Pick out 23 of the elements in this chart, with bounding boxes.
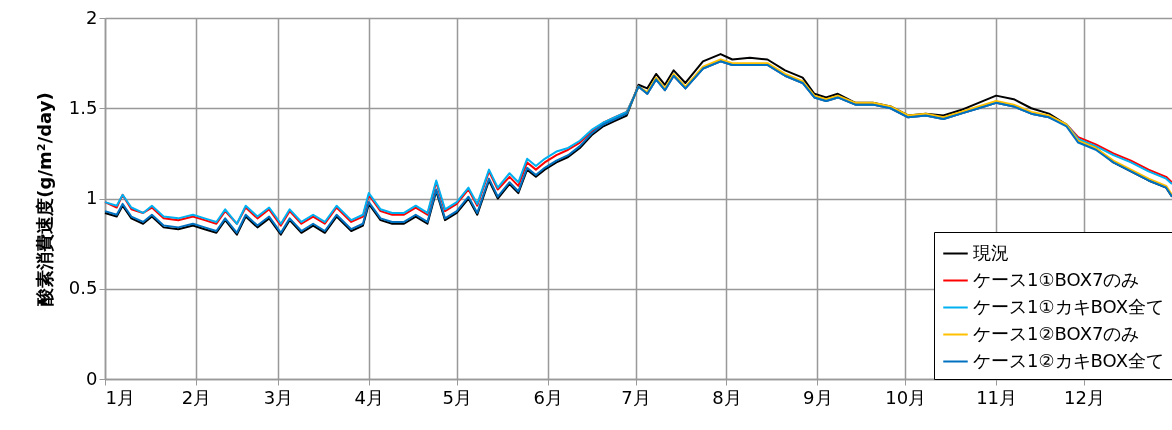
legend-label: ケース1②カキBOX全て	[973, 349, 1164, 371]
y-tick-label: 0	[86, 367, 98, 389]
x-tick-label: 11月	[976, 386, 1018, 408]
x-tick-label: 12月	[1064, 386, 1106, 408]
y-tick-label: 1	[86, 187, 98, 208]
y-axis-title: 酸素消費速度(g/m²/day)	[33, 92, 55, 306]
y-tick-label: 1.5	[68, 96, 98, 118]
x-tick-label: 1月	[105, 386, 135, 408]
legend-label: ケース1②BOX7のみ	[973, 322, 1140, 344]
x-tick-label: 2月	[181, 386, 212, 408]
x-tick-label: 4月	[354, 386, 385, 408]
x-tick-label: 5月	[442, 386, 472, 408]
x-tick-label: 10月	[885, 386, 927, 408]
x-tick-label: 9月	[803, 386, 833, 408]
x-tick-label: 7月	[621, 386, 651, 408]
x-tick-label: 6月	[533, 386, 563, 408]
y-tick-label: 0.5	[68, 277, 98, 299]
x-tick-label: 3月	[263, 386, 294, 408]
legend-label: 現況	[973, 241, 1009, 263]
y-tick-label: 2	[86, 6, 98, 28]
legend-label: ケース1①BOX7のみ	[973, 268, 1140, 290]
legend-label: ケース1①カキBOX全て	[973, 295, 1164, 317]
x-tick-label: 8月	[712, 386, 742, 408]
